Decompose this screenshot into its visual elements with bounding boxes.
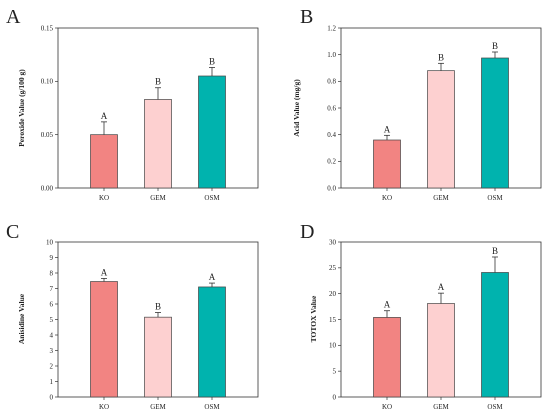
panel-letter-b: B [300,6,313,28]
significance-letter-b-osm: B [492,41,498,51]
significance-letter-a-osm: B [209,56,215,66]
panel-d: D TOTOX Value 0 5 10 15 20 25 30 A KO A GEM B OSM [300,221,542,411]
category-label-d-osm: OSM [487,403,503,411]
y-tick-label-d: 15 [329,316,337,324]
panel-b: B Acid Value (mg/g) 0.0 0.2 0.4 0.6 0.8 1.0 1.… [292,6,542,202]
bar-c-gem [144,316,172,398]
bar-d-gem [427,303,455,398]
panel-letter-a: A [6,6,21,28]
panel-c: C Anisidine Value 0 1 2 3 4 5 6 7 8 9 10 A KO B GEM A OS… [6,221,259,411]
y-tick-label-b: 0.6 [327,104,336,112]
category-label-b-ko: KO [382,194,392,202]
y-tick-label-c: 4 [50,331,54,339]
bar-c-osm [198,286,226,398]
panel-letter-d: D [300,221,314,243]
y-tick-label-c: 2 [50,362,54,370]
y-tick-label-d: 5 [333,367,337,375]
category-label-a-gem: GEM [150,194,166,202]
y-tick-label-b: 1.0 [327,51,336,59]
y-tick-label-b: 0.8 [327,78,336,86]
y-tick-label-d: 25 [329,264,337,272]
significance-letter-a-ko: A [101,111,108,121]
category-label-c-gem: GEM [150,403,166,411]
y-tick-label-c: 3 [50,347,54,355]
bar-a-osm [198,75,226,189]
y-tick-label-c: 9 [50,254,54,262]
bar-d-osm [481,272,509,398]
bar-d-ko [373,317,401,398]
y-tick-label-d: 20 [329,290,337,298]
plot-area-c: 0 1 2 3 4 5 6 7 8 9 10 A KO B GEM A OSM [46,238,259,411]
y-tick-label-a: 0.15 [41,24,54,32]
significance-letter-a-gem: B [155,77,161,87]
category-label-d-ko: KO [382,403,392,411]
panel-letter-c: C [6,221,19,243]
y-tick-label-d: 30 [329,238,337,246]
significance-letter-d-gem: A [438,282,445,292]
y-tick-label-c: 1 [50,378,54,386]
y-tick-label-c: 6 [50,300,54,308]
bar-a-gem [144,99,172,189]
bar-b-ko [373,139,401,189]
bar-c-ko [90,281,118,398]
bar-b-gem [427,70,455,189]
y-tick-label-c: 0 [50,393,54,401]
plot-area-d: 0 5 10 15 20 25 30 A KO A GEM B OSM [329,238,542,411]
y-tick-label-b: 0.2 [327,158,336,166]
significance-letter-c-gem: B [155,302,161,312]
plot-area-a: 0.00 0.05 0.10 0.15 A KO B GEM B OSM [41,24,259,202]
y-axis-label-b: Acid Value (mg/g) [292,79,301,137]
significance-letter-d-ko: A [384,300,391,310]
category-label-c-osm: OSM [204,403,220,411]
category-label-b-osm: OSM [487,194,503,202]
y-tick-label-c: 7 [50,285,54,293]
y-tick-label-b: 0.4 [327,131,336,139]
category-label-a-osm: OSM [204,194,220,202]
significance-letter-c-osm: A [209,272,216,282]
category-label-a-ko: KO [99,194,109,202]
plot-area-b: 0.0 0.2 0.4 0.6 0.8 1.0 1.2 A KO B GEM B OSM [327,24,542,202]
y-axis-label-d: TOTOX Value [309,295,318,342]
y-tick-label-a: 0.10 [41,78,54,86]
y-tick-label-d: 10 [329,342,337,350]
y-tick-label-a: 0.05 [41,131,54,139]
y-tick-label-c: 5 [50,316,54,324]
category-label-d-gem: GEM [433,403,449,411]
y-axis-label-c: Anisidine Value [17,293,26,344]
bar-b-osm [481,57,509,189]
bar-a-ko [90,134,118,189]
y-tick-label-b: 1.2 [327,24,336,32]
significance-letter-d-osm: B [492,246,498,256]
y-tick-label-c: 10 [46,238,54,246]
y-axis-label-a: Peroxide Value (g/100 g) [17,69,26,147]
category-label-c-ko: KO [99,403,109,411]
significance-letter-b-ko: A [384,124,391,134]
category-label-b-gem: GEM [433,194,449,202]
significance-letter-b-gem: B [438,52,444,62]
y-tick-label-a: 0.00 [41,184,54,192]
y-tick-label-d: 0 [333,393,337,401]
y-tick-label-c: 8 [50,269,54,277]
panel-a: A Peroxide Value (g/100 g) 0.000.050.100… [6,6,259,202]
significance-letter-c-ko: A [101,267,108,277]
y-tick-label-b: 0.0 [327,184,336,192]
